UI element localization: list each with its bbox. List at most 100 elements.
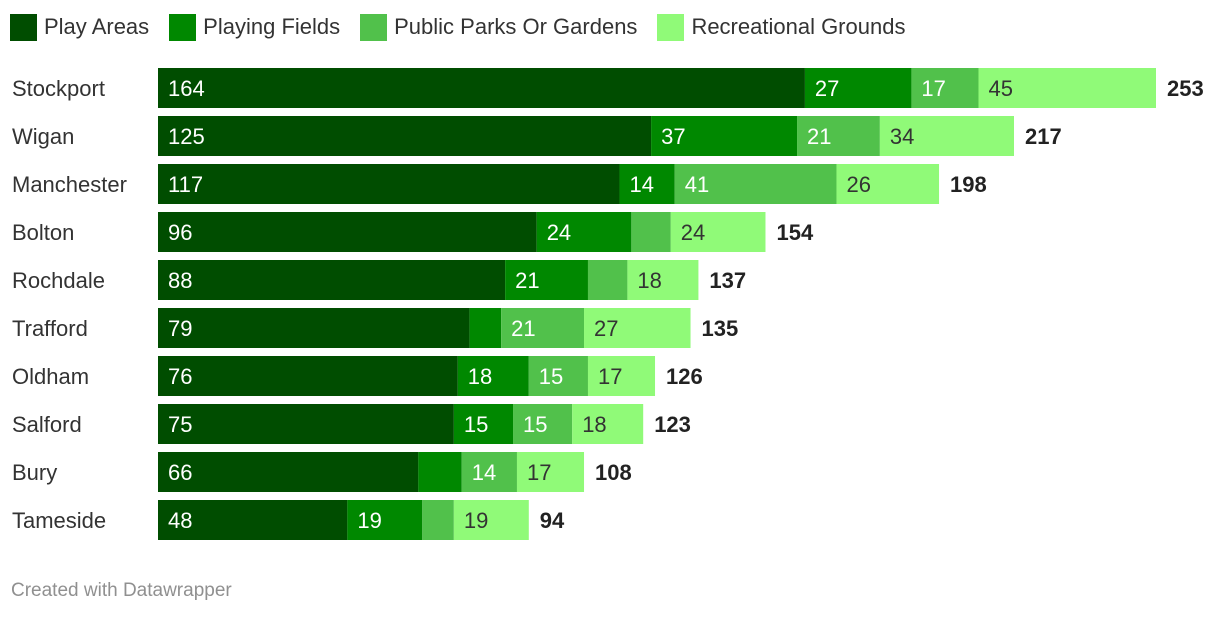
bar-bury-play-areas [158, 452, 419, 492]
value-label-rochdale-play-areas: 88 [168, 268, 192, 293]
category-label-bury: Bury [12, 460, 57, 485]
legend-item-play-areas: Play Areas [10, 13, 150, 41]
total-label-manchester: 198 [950, 172, 987, 197]
bar-tameside-play-areas [158, 500, 348, 540]
total-label-rochdale: 137 [709, 268, 746, 293]
value-label-trafford-play-areas: 79 [168, 316, 192, 341]
bar-salford-playing-fields [453, 404, 514, 444]
legend-item-public-parks-or-gardens: Public Parks Or Gardens [360, 13, 638, 41]
bar-salford-recreational-grounds [572, 404, 644, 444]
value-label-wigan-recreational-grounds: 34 [890, 124, 914, 149]
bar-rochdale-public-parks-or-gardens [587, 260, 628, 300]
bar-bury-public-parks-or-gardens [461, 452, 517, 492]
value-label-bury-public-parks-or-gardens: 14 [472, 460, 496, 485]
bar-bolton-public-parks-or-gardens [631, 212, 671, 252]
footer-credit: Created with Datawrapper [11, 580, 232, 601]
category-label-tameside: Tameside [12, 508, 106, 533]
value-label-manchester-public-parks-or-gardens: 41 [685, 172, 709, 197]
value-label-bolton-playing-fields: 24 [547, 220, 571, 245]
value-label-salford-public-parks-or-gardens: 15 [523, 412, 547, 437]
category-label-trafford: Trafford [12, 316, 88, 341]
bar-bury-recreational-grounds [516, 452, 585, 492]
value-label-rochdale-playing-fields: 21 [515, 268, 539, 293]
total-label-bury: 108 [595, 460, 632, 485]
category-label-rochdale: Rochdale [12, 268, 105, 293]
value-label-wigan-play-areas: 125 [168, 124, 205, 149]
total-label-salford: 123 [654, 412, 691, 437]
category-label-bolton: Bolton [12, 220, 74, 245]
category-label-manchester: Manchester [12, 172, 127, 197]
legend-item-playing-fields: Playing Fields [169, 13, 341, 41]
bar-stockport-play-areas [158, 68, 805, 108]
value-label-stockport-play-areas: 164 [168, 76, 205, 101]
category-label-stockport: Stockport [12, 76, 105, 101]
bar-manchester-playing-fields [619, 164, 675, 204]
bar-tameside-public-parks-or-gardens [422, 500, 454, 540]
value-label-trafford-public-parks-or-gardens: 21 [511, 316, 535, 341]
value-label-tameside-play-areas: 48 [168, 508, 192, 533]
bar-stockport-playing-fields [804, 68, 912, 108]
category-label-salford: Salford [12, 412, 82, 437]
legend-label-play-areas: Play Areas [44, 14, 150, 39]
value-label-oldham-playing-fields: 18 [468, 364, 492, 389]
legend-label-playing-fields: Playing Fields [203, 14, 341, 39]
value-label-wigan-public-parks-or-gardens: 21 [807, 124, 831, 149]
bar-rochdale-play-areas [158, 260, 506, 300]
bar-salford-play-areas [158, 404, 454, 444]
bar-bolton-recreational-grounds [670, 212, 766, 252]
legend-item-recreational-grounds: Recreational Grounds [657, 13, 905, 41]
bar-bury-playing-fields [418, 452, 462, 492]
total-label-wigan: 217 [1025, 124, 1062, 149]
bar-wigan-recreational-grounds [879, 116, 1014, 156]
value-label-manchester-play-areas: 117 [168, 172, 203, 197]
bar-oldham-play-areas [158, 356, 458, 396]
category-label-oldham: Oldham [12, 364, 89, 389]
total-label-trafford: 135 [702, 316, 739, 341]
bar-wigan-playing-fields [651, 116, 798, 156]
legend-swatch-play-areas [10, 13, 37, 41]
value-label-salford-play-areas: 75 [168, 412, 192, 437]
value-label-oldham-public-parks-or-gardens: 15 [539, 364, 563, 389]
value-label-bury-recreational-grounds: 17 [527, 460, 551, 485]
value-label-oldham-play-areas: 76 [168, 364, 192, 389]
stacked-bar-chart: Stockport 164 27 17 45 253 Wigan 125 37 21 34 217 Ma… [12, 68, 1204, 540]
bar-stockport-public-parks-or-gardens [911, 68, 979, 108]
value-label-salford-playing-fields: 15 [464, 412, 488, 437]
value-label-stockport-playing-fields: 27 [815, 76, 839, 101]
category-label-wigan: Wigan [12, 124, 74, 149]
bar-oldham-public-parks-or-gardens [528, 356, 588, 396]
bar-rochdale-playing-fields [505, 260, 588, 300]
bar-salford-public-parks-or-gardens [513, 404, 573, 444]
value-label-oldham-recreational-grounds: 17 [598, 364, 622, 389]
bar-trafford-public-parks-or-gardens [501, 308, 585, 348]
value-label-trafford-recreational-grounds: 27 [594, 316, 618, 341]
bar-oldham-playing-fields [457, 356, 529, 396]
bar-trafford-playing-fields [469, 308, 502, 348]
bar-trafford-play-areas [158, 308, 470, 348]
legend-label-public-parks-or-gardens: Public Parks Or Gardens [394, 14, 638, 39]
bar-wigan-public-parks-or-gardens [797, 116, 880, 156]
value-label-salford-recreational-grounds: 18 [582, 412, 606, 437]
value-label-stockport-recreational-grounds: 45 [988, 76, 1012, 101]
value-label-tameside-recreational-grounds: 19 [464, 508, 488, 533]
bar-manchester-play-areas [158, 164, 620, 204]
value-label-bury-play-areas: 66 [168, 460, 192, 485]
bar-wigan-play-areas [158, 116, 652, 156]
value-label-stockport-public-parks-or-gardens: 17 [921, 76, 945, 101]
bar-bolton-play-areas [158, 212, 537, 252]
value-label-wigan-playing-fields: 37 [661, 124, 685, 149]
value-label-manchester-playing-fields: 14 [630, 172, 654, 197]
value-label-rochdale-recreational-grounds: 18 [637, 268, 661, 293]
value-label-bolton-recreational-grounds: 24 [681, 220, 705, 245]
bar-tameside-playing-fields [347, 500, 423, 540]
value-label-manchester-recreational-grounds: 26 [846, 172, 870, 197]
value-label-tameside-playing-fields: 19 [357, 508, 381, 533]
bar-stockport-recreational-grounds [978, 68, 1156, 108]
legend-swatch-public-parks-or-gardens [360, 13, 388, 41]
legend-swatch-recreational-grounds [657, 13, 685, 41]
legend-swatch-playing-fields [169, 13, 197, 41]
total-label-oldham: 126 [666, 364, 703, 389]
value-label-bolton-play-areas: 96 [168, 220, 192, 245]
total-label-bolton: 154 [776, 220, 813, 245]
bar-manchester-recreational-grounds [836, 164, 940, 204]
